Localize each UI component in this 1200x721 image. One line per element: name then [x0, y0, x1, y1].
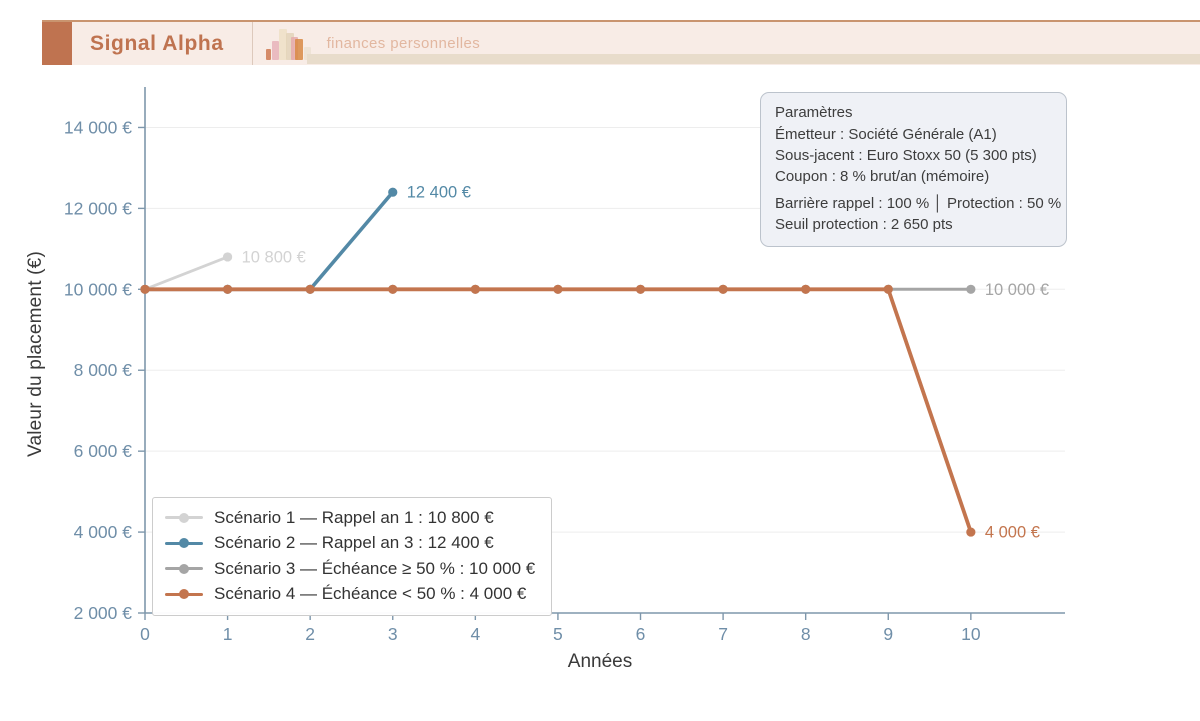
- chart-legend: Scénario 1 — Rappel an 1 : 10 800 € Scén…: [152, 497, 553, 616]
- brand-mark: [42, 22, 72, 65]
- legend-item: Scénario 1 — Rappel an 1 : 10 800 €: [165, 505, 535, 531]
- parameter-line: Seuil protection : 2 650 pts: [775, 216, 953, 233]
- y-tick-label: 2 000 €: [74, 603, 133, 623]
- data-point: [635, 284, 646, 294]
- parameter-line: Sous-jacent : Euro Stoxx 50 (5 300 pts): [775, 147, 1037, 164]
- legend-swatch-icon: [165, 538, 203, 549]
- data-label: 4 000 €: [985, 524, 1040, 542]
- brand-name[interactable]: Signal Alpha: [90, 31, 224, 55]
- data-point: [388, 187, 398, 197]
- breadcrumb[interactable]: finances personnelles: [326, 35, 481, 52]
- parameter-line: Coupon : 8 % brut/an (mémoire): [775, 168, 990, 185]
- x-tick-label: 10: [961, 624, 981, 644]
- legend-label: Scénario 3 — Échéance ≥ 50 % : 10 000 €: [214, 558, 536, 578]
- parameters-title: Paramètres: [775, 104, 853, 121]
- data-point: [222, 284, 233, 294]
- data-label: 10 800 €: [242, 248, 306, 266]
- parameter-line: Barrière rappel : 100 % │ Protection : 5…: [775, 195, 1062, 212]
- y-tick-label: 14 000 €: [64, 117, 132, 137]
- x-tick-label: 6: [636, 624, 646, 644]
- legend-item: Scénario 2 — Rappel an 3 : 12 400 €: [165, 531, 535, 557]
- legend-swatch-icon: [165, 589, 203, 600]
- x-tick-label: 5: [553, 624, 563, 644]
- x-tick-label: 7: [718, 624, 728, 644]
- bar-chart-icon: [265, 25, 311, 63]
- x-axis-title: Années: [567, 651, 633, 672]
- legend-label: Scénario 2 — Rappel an 3 : 12 400 €: [214, 533, 494, 553]
- x-tick-label: 9: [883, 624, 893, 644]
- x-tick-label: 1: [223, 624, 233, 644]
- x-tick-label: 8: [801, 624, 811, 644]
- legend-label: Scénario 4 — Échéance < 50 % : 4 000 €: [214, 584, 527, 604]
- legend-swatch-icon: [165, 512, 203, 523]
- y-tick-label: 6 000 €: [74, 441, 133, 461]
- legend-item: Scénario 3 — Échéance ≥ 50 % : 10 000 €: [165, 556, 535, 582]
- x-tick-label: 4: [470, 624, 480, 644]
- data-point: [388, 284, 398, 294]
- parameters-box: Paramètres Émetteur : Société Générale (…: [760, 92, 1067, 247]
- legend-item: Scénario 4 — Échéance < 50 % : 4 000 €: [165, 582, 535, 608]
- data-point: [305, 284, 315, 294]
- data-label: 10 000 €: [985, 281, 1049, 299]
- app-header: Signal Alpha finances personnelles: [42, 20, 1200, 65]
- y-tick-label: 12 000 €: [64, 198, 132, 218]
- data-point: [553, 284, 563, 294]
- x-tick-label: 0: [140, 624, 150, 644]
- data-point: [883, 284, 893, 294]
- breadcrumb-underline: [307, 54, 1200, 64]
- data-point: [966, 284, 976, 294]
- data-point: [140, 284, 150, 294]
- data-point: [966, 527, 976, 537]
- data-point: [801, 284, 811, 294]
- header-divider: [251, 22, 253, 65]
- data-point: [470, 284, 480, 294]
- y-tick-label: 10 000 €: [64, 279, 132, 299]
- y-tick-label: 8 000 €: [74, 360, 133, 380]
- data-point: [222, 252, 233, 262]
- parameter-line: Émetteur : Société Générale (A1): [775, 126, 997, 143]
- series-line-4: [143, 287, 973, 534]
- series-line-1: [143, 255, 229, 291]
- y-tick-label: 4 000 €: [74, 522, 133, 542]
- x-tick-label: 3: [388, 624, 398, 644]
- data-label: 12 400 €: [407, 184, 471, 202]
- data-point: [718, 284, 728, 294]
- legend-swatch-icon: [165, 563, 203, 574]
- y-axis-title: Valeur du placement (€): [25, 251, 46, 457]
- x-tick-label: 2: [305, 624, 315, 644]
- legend-label: Scénario 1 — Rappel an 1 : 10 800 €: [214, 507, 494, 527]
